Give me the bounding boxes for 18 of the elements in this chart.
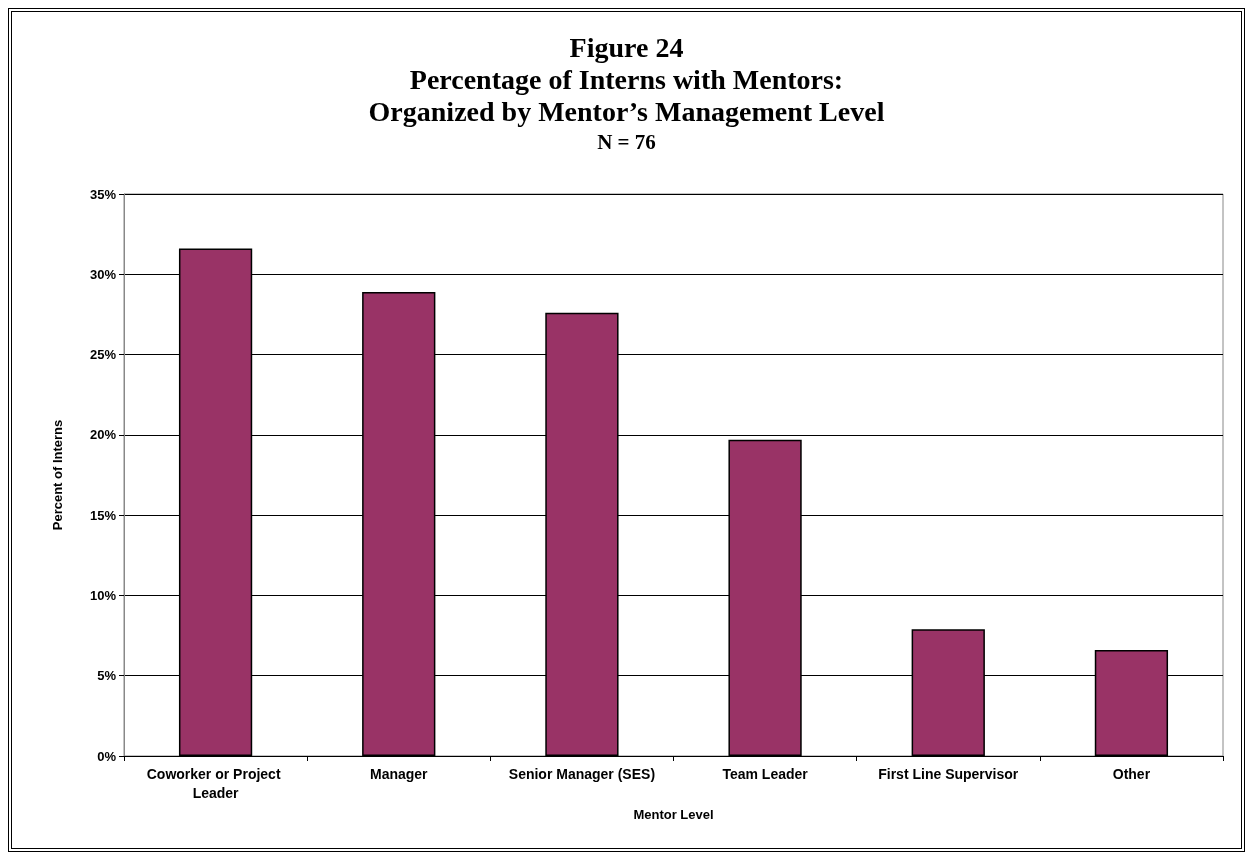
y-tick-label: 20% bbox=[89, 427, 117, 443]
y-tick-label: 35% bbox=[89, 186, 117, 202]
y-tick-label: 5% bbox=[97, 668, 117, 684]
y-tick-label: 0% bbox=[97, 748, 117, 764]
x-tick-label: First Line Supervisor bbox=[878, 765, 1019, 782]
x-tick-label: Senior Manager (SES) bbox=[508, 765, 656, 782]
chart-subtitle: N = 76 bbox=[597, 129, 656, 154]
y-tick-label: 30% bbox=[89, 266, 117, 282]
x-tick-label: Coworker or Project Leader bbox=[146, 765, 285, 801]
y-tick-label: 10% bbox=[89, 587, 117, 603]
chart-title: Figure 24 Percentage of Interns with Mentors: Organized by Mentor’s Management Level bbox=[368, 31, 885, 127]
x-tick-label: Manager bbox=[369, 765, 429, 782]
y-tick-label: 15% bbox=[89, 507, 117, 523]
x-tick-label: Other bbox=[1112, 765, 1151, 782]
y-tick-label: 25% bbox=[89, 347, 117, 363]
y-axis-title: Percent of Interns bbox=[50, 419, 65, 531]
x-axis-title: Mentor Level bbox=[633, 807, 714, 822]
x-tick-label: Team Leader bbox=[722, 765, 809, 782]
